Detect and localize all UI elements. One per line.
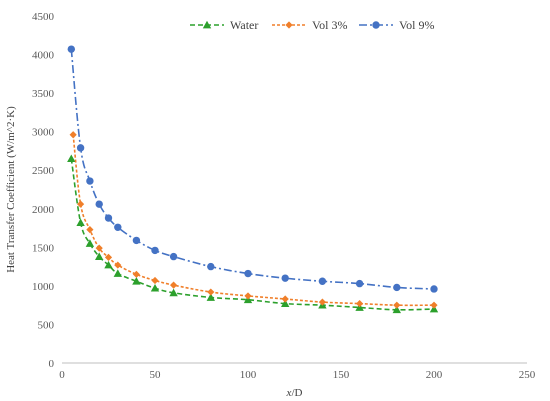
data-point	[355, 279, 364, 288]
y-tick-label: 2500	[32, 165, 55, 177]
legend-item: Vol 3%	[272, 18, 347, 32]
data-point	[207, 288, 215, 296]
data-point	[392, 305, 401, 314]
data-point	[86, 225, 94, 234]
y-tick-label: 4500	[32, 11, 55, 23]
series-line	[70, 49, 435, 290]
data-point	[393, 283, 401, 292]
y-tick-label: 3500	[32, 88, 55, 100]
data-point	[132, 236, 141, 245]
data-point	[113, 269, 122, 277]
data-point	[114, 223, 122, 231]
data-point	[76, 218, 85, 227]
y-tick-label: 2000	[32, 204, 55, 216]
data-point	[150, 284, 160, 292]
data-point	[132, 277, 141, 285]
x-tick-label: 150	[333, 369, 350, 381]
legend-marker	[202, 20, 212, 29]
data-point	[244, 292, 252, 300]
data-point	[77, 200, 85, 208]
data-point	[76, 144, 85, 152]
data-point	[318, 298, 326, 306]
y-tick-label: 3000	[32, 127, 55, 139]
series-vol-3	[69, 131, 438, 309]
data-point	[393, 301, 401, 309]
data-point	[95, 200, 103, 208]
data-point	[281, 274, 289, 282]
x-tick-label: 100	[240, 369, 257, 381]
data-point	[207, 262, 215, 271]
x-axis-title-rest: /D	[291, 387, 302, 399]
y-axis-title: Heat Transfer Coefficient (W/m^2·K)	[5, 106, 17, 273]
data-point	[356, 300, 364, 308]
series-vol-9	[67, 45, 438, 293]
series-line	[70, 158, 435, 311]
x-tick-label: 0	[59, 369, 65, 381]
data-point	[69, 131, 77, 139]
data-point	[104, 253, 113, 261]
data-point	[169, 288, 178, 297]
data-point	[206, 293, 215, 301]
legend-label: Vol 3%	[312, 18, 347, 32]
legend-item: Vol 9%	[359, 18, 434, 32]
data-point	[244, 269, 252, 278]
y-tick-label: 1000	[32, 281, 55, 293]
data-point	[86, 177, 94, 185]
legend: Water Vol 3% Vol 9%	[190, 18, 434, 32]
data-point	[430, 301, 438, 309]
data-point	[151, 246, 159, 255]
data-point	[281, 295, 289, 303]
data-point	[318, 277, 327, 285]
series-line	[72, 134, 435, 307]
data-point	[104, 260, 113, 269]
x-tick-label: 50	[150, 369, 162, 381]
data-point	[85, 239, 95, 247]
data-point	[67, 45, 76, 53]
legend-marker	[285, 21, 293, 29]
data-point	[67, 154, 76, 163]
legend-item: Water	[190, 18, 258, 32]
y-tick-label: 500	[38, 319, 55, 331]
legend-marker	[372, 21, 380, 29]
data-point	[151, 276, 159, 285]
data-point	[169, 252, 178, 261]
x-tick-label: 200	[426, 369, 443, 381]
data-point	[95, 252, 104, 260]
x-tick-label: 250	[519, 369, 536, 381]
series-water	[67, 154, 439, 314]
y-tick-label: 4000	[32, 50, 55, 62]
data-point	[281, 299, 290, 307]
y-tick-label: 0	[49, 358, 55, 370]
legend-label: Water	[230, 18, 258, 32]
x-axis-title: x/D	[286, 387, 303, 399]
y-tick-label: 1500	[32, 242, 55, 254]
data-point	[104, 214, 113, 222]
data-point	[95, 244, 103, 252]
series-layer	[67, 45, 439, 314]
data-point	[132, 270, 140, 278]
tick-labels: 0 50 100 150 200 2500500100015002000250030003…	[32, 11, 536, 381]
x-axis-title-italic: x	[286, 387, 292, 399]
data-point	[114, 261, 122, 269]
data-point	[430, 285, 438, 293]
legend-label: Vol 9%	[399, 18, 434, 32]
data-point	[170, 281, 178, 289]
